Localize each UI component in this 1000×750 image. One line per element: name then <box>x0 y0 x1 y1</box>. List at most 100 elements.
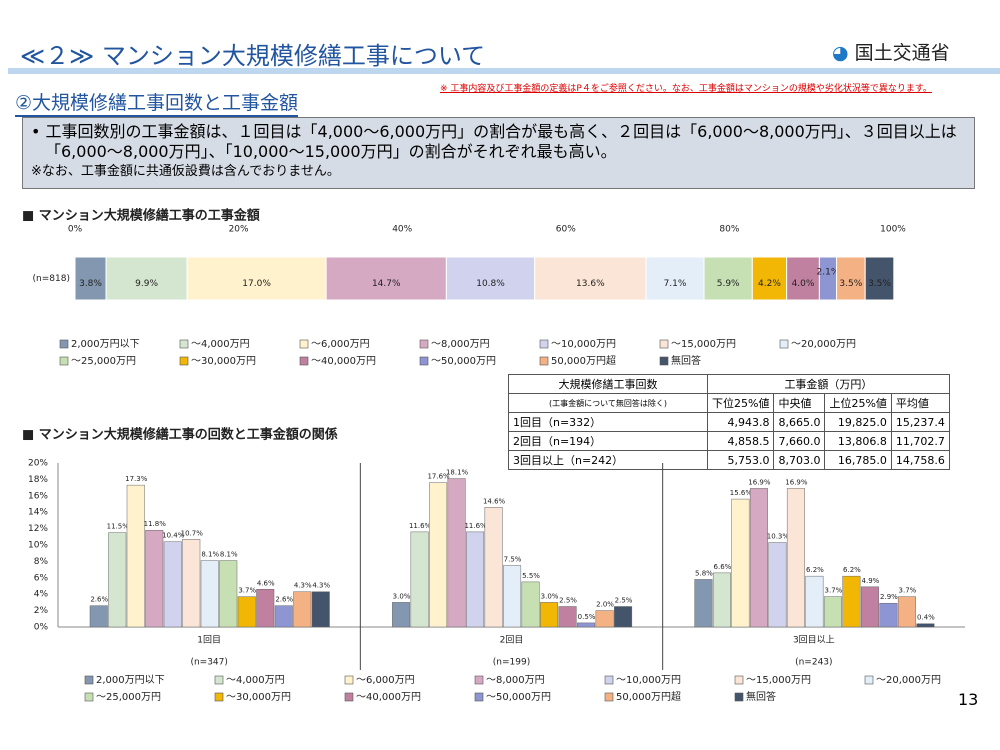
bar <box>916 623 935 628</box>
legend-label: ～25,000万円 <box>96 692 161 703</box>
summary-box: • 工事回数別の工事金額は、１回目は「4,000～6,000万円」の割合が最も高… <box>22 117 975 189</box>
bar <box>595 610 614 628</box>
legend-label: ～20,000万円 <box>791 339 856 350</box>
y-tick-label: 6% <box>34 573 49 583</box>
legend-swatch <box>734 675 744 685</box>
data-label: 18.1% <box>446 469 469 477</box>
y-tick-label: 8% <box>34 557 49 567</box>
table-cell: 3回目以上（n=242） <box>508 450 708 470</box>
subtitle: ②大規模修繕工事回数と工事金額 <box>15 88 299 117</box>
data-label: 5.8% <box>695 569 713 577</box>
legend-swatch <box>84 692 94 702</box>
bar <box>163 541 182 628</box>
bar <box>786 488 805 628</box>
bar <box>842 575 861 628</box>
bar <box>577 622 596 628</box>
data-label: 3.8% <box>79 279 102 289</box>
bar-segment <box>818 256 838 301</box>
bar <box>521 581 540 628</box>
data-label: 3.0% <box>393 592 411 600</box>
data-label: 10.3% <box>767 533 790 541</box>
legend-label: ～15,000万円 <box>746 675 811 686</box>
legend-swatch <box>659 356 669 366</box>
legend-label: ～4,000万円 <box>226 675 285 686</box>
y-tick-label: 16% <box>28 491 48 501</box>
stats-table: 大規模修繕工事回数 工事金額（万円） (工事金額について無回答は除く) 下位25%値… <box>508 374 950 470</box>
bar <box>614 606 633 628</box>
data-label: 3.0% <box>541 592 559 600</box>
x-tick-label: 20% <box>229 225 249 235</box>
bar-segment <box>836 256 866 301</box>
data-label: 4.3% <box>294 582 312 590</box>
data-label: 14.7% <box>372 279 401 289</box>
data-label: 2.9% <box>880 593 898 601</box>
legend-swatch <box>419 356 429 366</box>
legend-label: ～30,000万円 <box>226 692 291 703</box>
legend-label: ～20,000万円 <box>876 675 941 686</box>
bar <box>293 591 312 628</box>
table-cell: 16,785.0 <box>824 450 892 470</box>
data-label: 11.6% <box>464 522 487 530</box>
data-label: 11.6% <box>409 522 432 530</box>
data-label: 8.1% <box>201 551 219 559</box>
bar <box>540 602 559 628</box>
y-tick-label: 14% <box>28 508 48 518</box>
x-tick-label: 1回目 <box>197 635 221 646</box>
data-label: 3.5% <box>868 279 891 289</box>
bar-segment <box>105 256 188 301</box>
table-header: 中央値 <box>773 393 826 413</box>
data-label: 16.9% <box>785 478 808 486</box>
bar-segment <box>445 256 536 301</box>
y-tick-label: 4% <box>34 590 49 600</box>
bar <box>897 596 916 628</box>
bar <box>823 596 842 628</box>
legend-swatch <box>734 692 744 702</box>
data-label: 3.7% <box>825 587 843 595</box>
y-tick-label: (n=818) <box>33 274 70 284</box>
legend-label: ～10,000万円 <box>551 339 616 350</box>
legend-swatch <box>779 339 789 349</box>
y-tick-label: 12% <box>28 524 48 534</box>
table-cell: 11,702.7 <box>890 431 950 451</box>
legend-swatch <box>659 339 669 349</box>
data-label: 14.6% <box>483 497 506 505</box>
bar <box>219 560 238 628</box>
table-header: 大規模修繕工事回数 <box>508 374 708 394</box>
bar-segment <box>186 256 327 301</box>
y-tick-label: 10% <box>28 541 48 551</box>
bar-segment <box>703 256 753 301</box>
summary-text: 工事回数別の工事金額は、１回目は「4,000～6,000万円」の割合が最も高く、… <box>45 122 957 161</box>
legend-label: ～40,000万円 <box>356 692 421 703</box>
x-tick-label: 80% <box>719 225 739 235</box>
legend-swatch <box>179 339 189 349</box>
data-label: 11.5% <box>107 523 130 531</box>
legend-swatch <box>419 339 429 349</box>
legend-swatch <box>864 675 874 685</box>
data-label: 17.6% <box>427 473 450 481</box>
bar <box>145 529 164 628</box>
data-label: 5.5% <box>522 572 540 580</box>
table-cell: 14,758.6 <box>890 450 950 470</box>
bar <box>749 488 768 628</box>
bar-segment <box>751 256 788 301</box>
legend-swatch <box>214 675 224 685</box>
x-tick-label: 0% <box>68 225 83 235</box>
data-label: 2.5% <box>615 597 633 605</box>
data-label: 9.9% <box>135 279 158 289</box>
legend-label: 50,000万円超 <box>551 354 616 367</box>
legend-swatch <box>604 692 614 702</box>
data-label: 15.6% <box>730 489 753 497</box>
data-label: 10.7% <box>181 529 204 537</box>
category-note: (n=243) <box>795 658 832 668</box>
legend-label: 50,000万円超 <box>616 690 681 703</box>
data-label: 2.0% <box>596 601 614 609</box>
legend-swatch <box>299 339 309 349</box>
bar <box>429 482 448 628</box>
data-label: 10.4% <box>162 532 185 540</box>
x-tick-label: 3回目以上 <box>793 635 835 646</box>
bar <box>108 532 127 628</box>
bar <box>392 602 411 628</box>
legend-swatch <box>539 356 549 366</box>
bar <box>484 507 503 628</box>
